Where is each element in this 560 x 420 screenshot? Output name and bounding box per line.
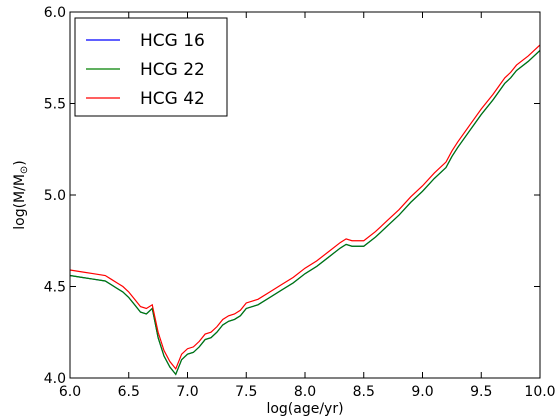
y-axis-label-sub: ⊙	[19, 166, 30, 174]
x-tick-label: 9.0	[411, 384, 433, 400]
y-tick-label: 4.5	[44, 280, 66, 296]
series-layer	[69, 44, 541, 376]
y-tick-label: 5.5	[44, 97, 66, 113]
y-tick-label: 6.0	[44, 5, 66, 21]
legend-label-1: HCG 16	[140, 31, 205, 51]
series-line-3	[69, 44, 541, 371]
series-line-2	[69, 49, 541, 376]
x-tick-label: 10.0	[524, 384, 555, 400]
x-tick-label: 8.5	[353, 384, 375, 400]
x-tick-label: 6.5	[118, 384, 140, 400]
y-tick-label: 4.0	[44, 371, 66, 387]
y-tick-label: 5.0	[44, 188, 66, 204]
y-axis-label-main: log(M/M	[12, 174, 28, 230]
y-axis-label: log(M/M⊙)	[12, 160, 30, 230]
x-tick-label: 8.0	[294, 384, 316, 400]
y-axis-label-close: )	[12, 160, 28, 165]
x-tick-label: 7.5	[235, 384, 257, 400]
axes-ticks: 6.0 6.5 7.0 7.5 8.0 8.5 9.0 9.5 10.0 4.0 4.5 5.0 5.5…	[44, 5, 556, 400]
x-tick-label: 7.0	[176, 384, 198, 400]
legend-label-3: HCG 42	[140, 89, 205, 109]
legend: HCG 16 HCG 22 HCG 42	[74, 17, 228, 117]
x-axis-label: log(age/yr)	[266, 401, 343, 417]
legend-label-2: HCG 22	[140, 60, 205, 80]
x-tick-label: 6.0	[59, 384, 81, 400]
x-tick-label: 9.5	[470, 384, 492, 400]
legend-box	[74, 17, 228, 117]
